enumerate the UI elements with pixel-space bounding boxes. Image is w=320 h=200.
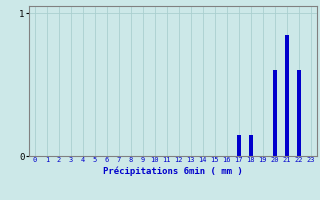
Bar xyxy=(249,135,253,156)
X-axis label: Précipitations 6min ( mm ): Précipitations 6min ( mm ) xyxy=(103,166,243,176)
Bar xyxy=(297,70,301,156)
Bar xyxy=(237,135,241,156)
Bar xyxy=(285,35,289,156)
Bar xyxy=(273,70,277,156)
